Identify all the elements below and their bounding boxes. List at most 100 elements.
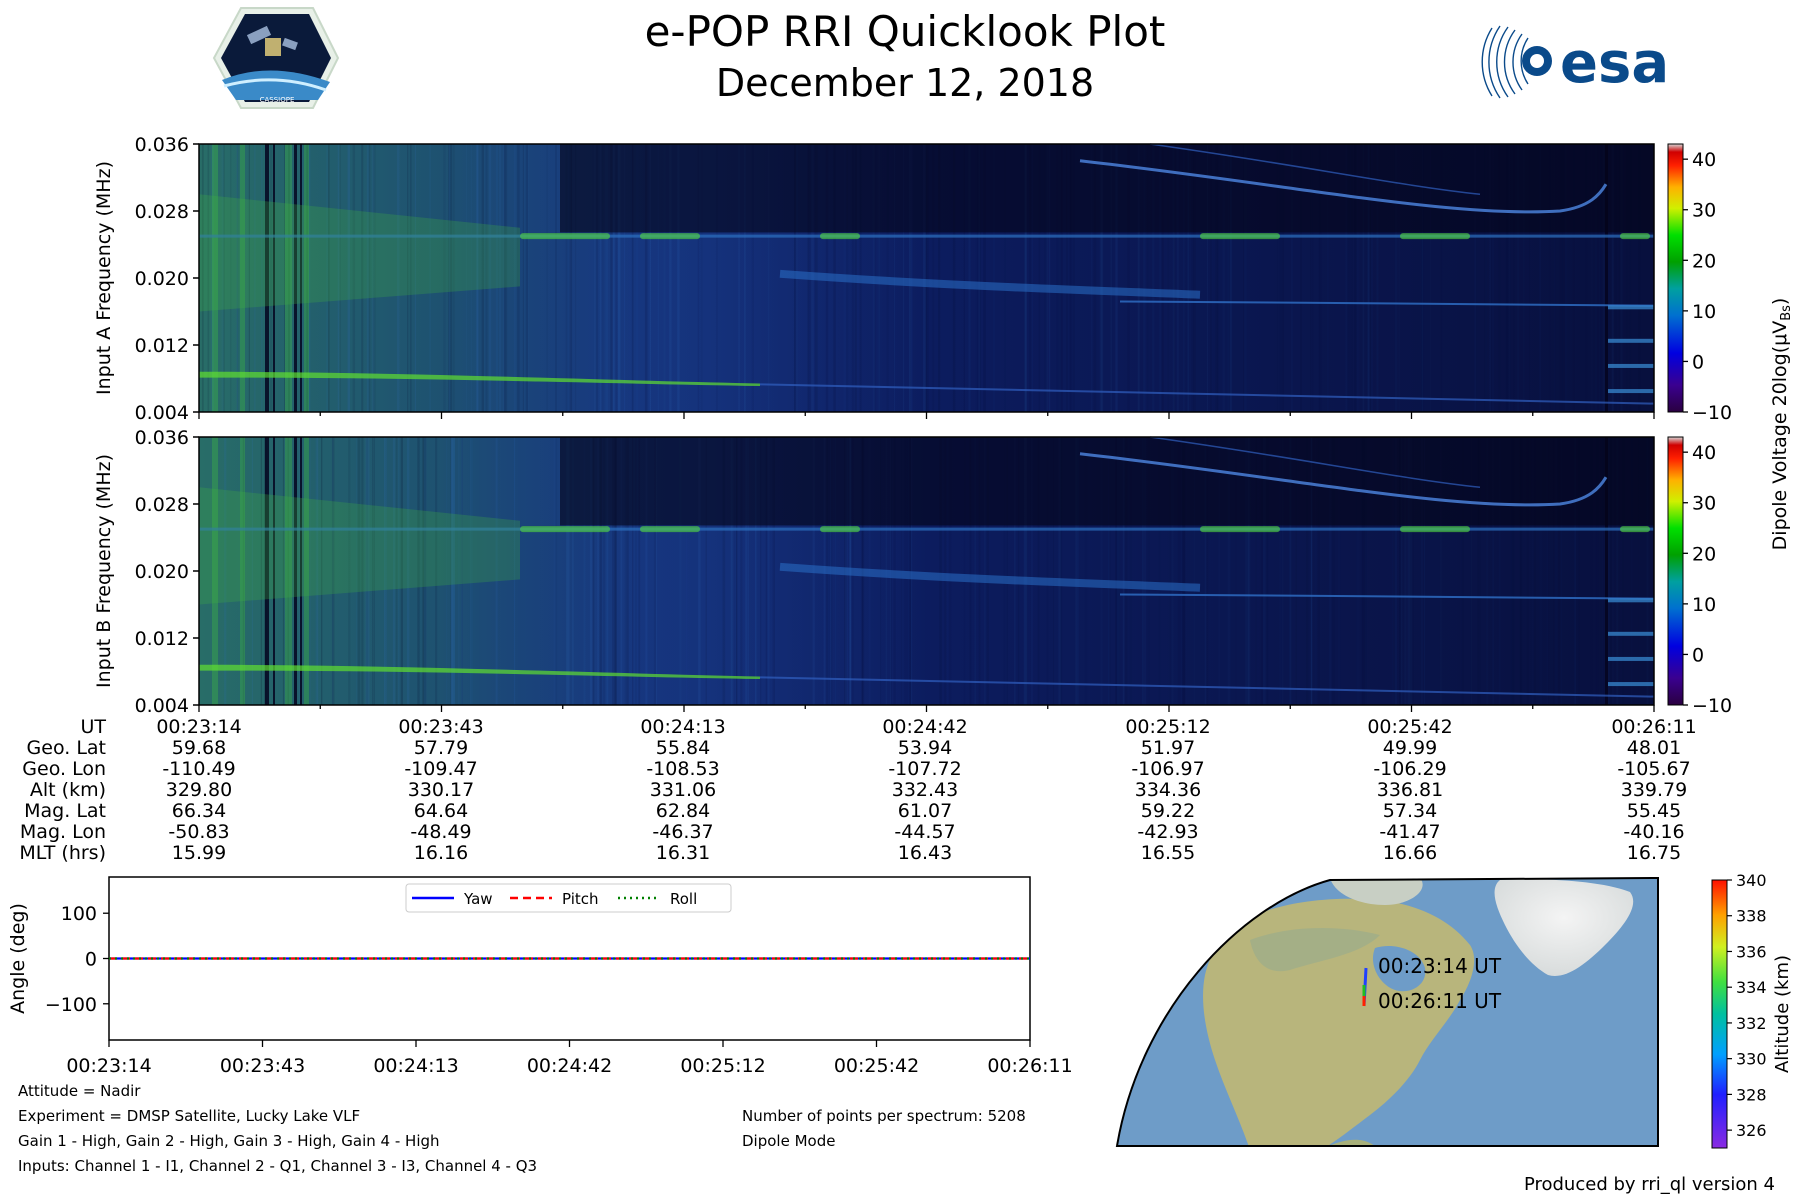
esa-logo: esa xyxy=(1481,25,1669,99)
texture-streak xyxy=(910,144,913,412)
texture-streak xyxy=(1461,437,1464,705)
y-tick-label: 0.036 xyxy=(135,427,189,449)
texture-streak xyxy=(339,144,341,412)
altitude-tick-label: 338 xyxy=(1736,907,1767,926)
texture-streak xyxy=(384,437,386,705)
texture-streak xyxy=(488,144,492,412)
texture-streak xyxy=(517,144,520,412)
colorbar-tick-label: 10 xyxy=(1692,594,1716,616)
texture-streak xyxy=(1109,437,1111,705)
texture-streak xyxy=(406,437,410,705)
texture-streak xyxy=(1392,437,1394,705)
figure-date: December 12, 2018 xyxy=(716,61,1094,105)
texture-streak xyxy=(365,437,368,705)
ephemeris-row-label: Geo. Lon xyxy=(22,758,106,780)
texture-streak xyxy=(948,437,952,705)
texture-streak xyxy=(1115,437,1117,705)
texture-streak xyxy=(1183,437,1186,705)
emission-bright-segment xyxy=(520,233,610,240)
texture-streak xyxy=(716,144,718,412)
texture-streak xyxy=(768,437,770,705)
texture-streak xyxy=(1187,144,1188,412)
y-tick-label: 0.028 xyxy=(135,494,189,516)
texture-streak xyxy=(614,437,617,705)
texture-streak xyxy=(495,437,498,705)
attitude-y-tick-label: 0 xyxy=(85,949,97,971)
legend-label-roll: Roll xyxy=(670,890,697,908)
texture-streak xyxy=(1440,144,1443,412)
ephemeris-cell: 00:24:13 xyxy=(640,716,725,738)
texture-streak xyxy=(207,144,210,412)
texture-streak xyxy=(1017,437,1020,705)
texture-streak xyxy=(1562,144,1565,412)
texture-streak xyxy=(610,144,614,412)
info-attitude: Attitude = Nadir xyxy=(18,1082,141,1100)
texture-streak xyxy=(368,144,371,412)
texture-streak xyxy=(1282,144,1285,412)
ephemeris-cell: 339.79 xyxy=(1621,779,1687,801)
texture-streak xyxy=(449,144,451,412)
texture-streak xyxy=(407,144,409,412)
texture-streak xyxy=(1300,144,1302,412)
texture-streak xyxy=(1147,144,1149,412)
line-017 xyxy=(1119,300,1655,307)
ephemeris-cell: 00:23:43 xyxy=(398,716,483,738)
texture-streak xyxy=(1024,144,1027,412)
texture-streak xyxy=(301,144,303,412)
texture-streak xyxy=(952,144,956,412)
band-mid-020 xyxy=(779,562,1201,592)
ephemeris-cell: -106.97 xyxy=(1131,758,1204,780)
texture-streak xyxy=(216,144,218,412)
orbit-map: 00:23:14 UT 00:26:11 UT xyxy=(1115,876,1659,1147)
dipole-label-close: ) xyxy=(1769,298,1791,305)
texture-streak xyxy=(978,437,981,705)
texture-streak xyxy=(1260,437,1263,705)
dipole-label-sub: Bs xyxy=(1779,305,1794,321)
texture-streak xyxy=(698,437,701,705)
texture-streak xyxy=(361,144,364,412)
texture-streak xyxy=(1059,437,1063,705)
texture-streak xyxy=(1574,437,1576,705)
quiet-region xyxy=(560,437,1654,526)
texture-streak xyxy=(526,144,529,412)
texture-streak xyxy=(1319,144,1322,412)
texture-streak xyxy=(1069,144,1072,412)
texture-streak xyxy=(1143,144,1146,412)
texture-streak xyxy=(909,437,912,705)
emission-bright-segment xyxy=(1200,233,1280,240)
texture-streak xyxy=(947,437,949,705)
texture-streak xyxy=(446,437,448,705)
texture-streak xyxy=(1362,144,1365,412)
right-band xyxy=(1608,389,1654,394)
texture-streak xyxy=(503,144,506,412)
y-tick-label: 0.036 xyxy=(135,134,189,156)
texture-streak xyxy=(1014,437,1016,705)
texture-streak xyxy=(1161,144,1164,412)
texture-streak xyxy=(624,437,626,705)
texture-streak xyxy=(1046,144,1048,412)
ephemeris-cell: -107.72 xyxy=(888,758,961,780)
texture-streak xyxy=(201,144,204,412)
cassiope-logo-text: CASSIOPE xyxy=(260,96,295,104)
texture-streak xyxy=(1187,144,1189,412)
texture-streak xyxy=(1310,437,1313,705)
texture-streak xyxy=(465,144,468,412)
figure-title: e-POP RRI Quicklook Plot xyxy=(645,7,1166,56)
band-low-frequency xyxy=(199,371,760,387)
ephemeris-cell: 16.16 xyxy=(414,842,468,864)
texture-streak xyxy=(356,437,358,705)
texture-streak xyxy=(599,144,601,412)
texture-streak xyxy=(979,144,981,412)
texture-streak xyxy=(968,144,971,412)
y-tick-label: 0.012 xyxy=(135,335,189,357)
texture-streak xyxy=(361,437,364,705)
texture-streak xyxy=(1177,437,1181,705)
ephemeris-cell: 55.45 xyxy=(1627,800,1681,822)
map-land-greenland xyxy=(1494,879,1634,976)
texture-streak xyxy=(1279,144,1282,412)
curved-trace-upper xyxy=(1149,143,1481,195)
texture-streak xyxy=(566,437,570,705)
texture-streak xyxy=(1362,437,1365,705)
texture-streak xyxy=(653,437,657,705)
texture-streak xyxy=(481,144,485,412)
